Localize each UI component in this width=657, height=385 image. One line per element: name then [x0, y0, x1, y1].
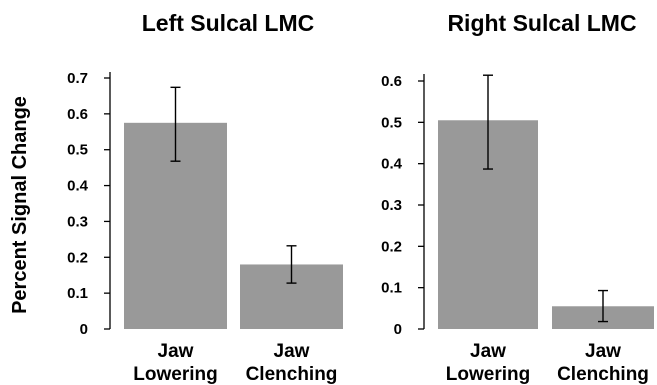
y-tick-label: 0.5: [381, 114, 402, 131]
y-tick-label: 0.3: [67, 213, 88, 230]
category-label: Lowering: [446, 364, 530, 385]
category-label: Jaw: [158, 341, 194, 362]
y-tick-label: 0.3: [381, 197, 402, 214]
y-tick-label: 0: [394, 321, 402, 338]
y-axis-title: Percent Signal Change: [9, 96, 31, 314]
y-tick-label: 0.1: [67, 285, 88, 302]
y-tick-label: 0.5: [67, 142, 88, 159]
chart-title: Left Sulcal LMC: [142, 10, 315, 36]
category-label: Jaw: [585, 341, 621, 362]
category-label: Clenching: [246, 364, 338, 385]
category-label: Jaw: [274, 341, 310, 362]
chart-title: Right Sulcal LMC: [447, 10, 636, 36]
y-tick-label: 0.4: [67, 178, 89, 195]
category-label: Clenching: [557, 364, 649, 385]
category-label: Jaw: [470, 341, 506, 362]
category-label: Lowering: [133, 364, 217, 385]
y-tick-label: 0.4: [381, 156, 403, 173]
y-tick-label: 0.6: [381, 73, 402, 90]
y-tick-label: 0.7: [67, 70, 88, 87]
y-tick-label: 0.1: [381, 280, 402, 297]
y-tick-label: 0.6: [67, 106, 88, 123]
y-tick-label: 0: [80, 321, 88, 338]
y-tick-label: 0.2: [67, 249, 88, 266]
y-tick-label: 0.2: [381, 238, 402, 255]
